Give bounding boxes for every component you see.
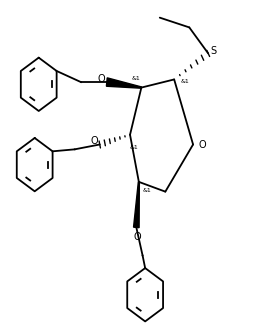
Text: &1: &1: [131, 76, 139, 81]
Text: O: O: [198, 140, 205, 150]
Text: O: O: [98, 74, 105, 84]
Text: &1: &1: [129, 145, 138, 150]
Text: &1: &1: [180, 79, 188, 84]
Text: O: O: [133, 232, 140, 242]
Polygon shape: [133, 182, 139, 228]
Text: O: O: [90, 136, 98, 146]
Text: S: S: [210, 46, 216, 56]
Polygon shape: [106, 78, 141, 88]
Text: &1: &1: [142, 189, 151, 194]
